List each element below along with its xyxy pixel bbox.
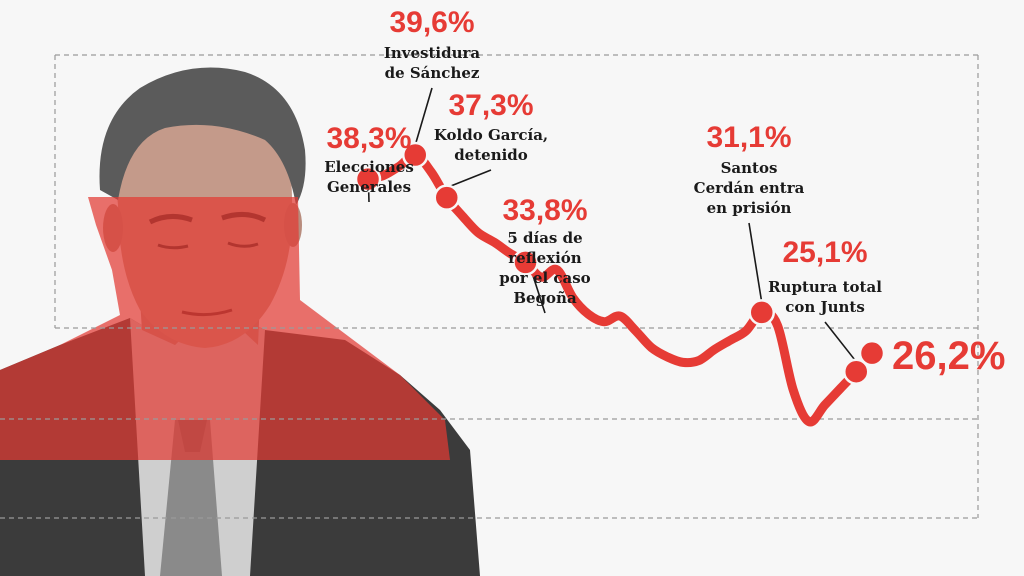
grid-lines	[54, 54, 979, 518]
event-description-label: Elecciones	[324, 158, 414, 176]
event-description-label: Generales	[327, 178, 411, 196]
event-description-label: Santos	[721, 159, 778, 177]
event-description-label: de Sánchez	[385, 64, 480, 82]
event-value-label: 31,1%	[706, 121, 791, 154]
event-description-label: 5 días de	[507, 229, 582, 247]
event-description-label: Begoña	[513, 289, 577, 307]
event-point	[748, 299, 775, 326]
event-points	[354, 141, 886, 385]
event-leader	[748, 222, 763, 303]
end-value-label: 26,2%	[892, 334, 1005, 378]
event-leader	[414, 87, 433, 146]
event-description-label: Investidura	[384, 44, 481, 62]
event-description-label: Koldo García,	[434, 126, 548, 144]
event-description-label: detenido	[454, 146, 528, 164]
event-leader	[446, 169, 492, 189]
event-point	[843, 358, 870, 385]
event-value-label: 38,3%	[326, 122, 411, 155]
man-in-suit-photo	[0, 67, 480, 576]
event-point	[402, 141, 429, 169]
hair	[99, 67, 306, 205]
event-description-label: reflexión	[508, 249, 582, 267]
event-value-label: 39,6%	[389, 6, 474, 39]
event-description-label: Cerdán entra	[694, 179, 805, 197]
event-point	[512, 249, 539, 276]
event-description-label: en prisión	[707, 199, 792, 217]
event-description-label: con Junts	[785, 298, 865, 316]
event-point	[354, 165, 382, 193]
event-description-label: Ruptura total	[768, 278, 882, 296]
end-point	[858, 339, 886, 367]
event-labels: 38,3% Elecciones Generales 39,6% Investidura…	[324, 6, 1005, 378]
event-value-label: 25,1%	[782, 236, 867, 269]
event-value-label: 37,3%	[448, 89, 533, 122]
event-point	[433, 184, 460, 211]
red-tint-band	[0, 197, 450, 460]
event-leader	[824, 321, 857, 363]
event-description-label: por el caso	[499, 269, 590, 287]
event-value-label: 33,8%	[502, 194, 587, 227]
